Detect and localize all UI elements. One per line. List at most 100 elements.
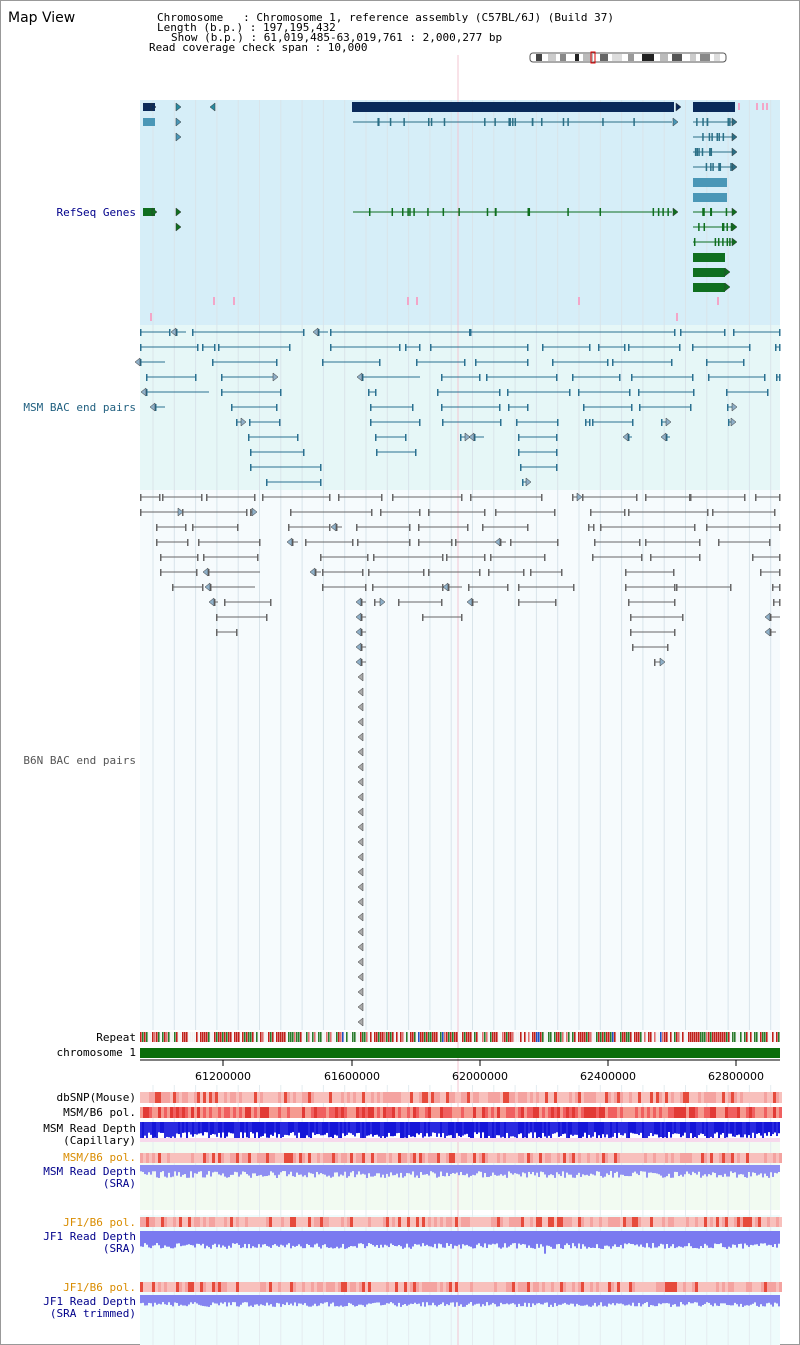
jf1-b6-pol-mark bbox=[422, 1217, 425, 1227]
label-msm-b6-pol[interactable]: MSM/B6 pol. bbox=[63, 1106, 136, 1119]
msm-b6-pol2-mark bbox=[767, 1153, 770, 1163]
msm-b6-pol2-mark bbox=[605, 1153, 608, 1163]
msm-b6-pol2-mark bbox=[203, 1153, 206, 1163]
msm-b6-pol2-mark bbox=[611, 1153, 614, 1163]
jf1-b6-pol-mark bbox=[347, 1217, 350, 1227]
jf1-b6-pol-mark bbox=[278, 1217, 281, 1227]
jf1-depth-sra-bar bbox=[432, 1231, 434, 1248]
msm-depth-cap-bar bbox=[604, 1122, 606, 1138]
dbsnp-mark bbox=[149, 1092, 152, 1103]
jf1-depth-sra-bar bbox=[658, 1231, 660, 1247]
label-msm-depth-sra[interactable]: MSM Read Depth (SRA) bbox=[0, 1166, 136, 1190]
msm-b6-pol2-mark bbox=[224, 1153, 227, 1163]
jf1-b6-pol2-mark bbox=[719, 1282, 722, 1292]
label-dbsnp[interactable]: dbSNP(Mouse) bbox=[56, 1091, 136, 1104]
jf1-depth-sra-bar bbox=[352, 1231, 354, 1247]
jf1-depth-trim-bar bbox=[150, 1295, 152, 1304]
jf1-b6-pol2-mark bbox=[410, 1282, 413, 1292]
msm-b6-pol2-mark bbox=[245, 1153, 248, 1163]
b6n-bac-end bbox=[160, 569, 162, 576]
msm-b6-pol-mark bbox=[344, 1107, 347, 1118]
jf1-depth-sra-bar bbox=[494, 1231, 496, 1245]
msm-depth-cap-bar bbox=[250, 1122, 252, 1133]
repeat-mark bbox=[572, 1032, 574, 1042]
label-refseq-genes[interactable]: RefSeq Genes bbox=[56, 206, 136, 219]
label-jf1-b6-pol-2[interactable]: JF1/B6 pol. bbox=[63, 1281, 136, 1294]
dbsnp-mark bbox=[470, 1092, 473, 1103]
msm-depth-cap-bar bbox=[394, 1122, 396, 1136]
jf1-depth-trim-bar bbox=[448, 1295, 450, 1306]
jf1-b6-pol2-mark bbox=[161, 1282, 164, 1292]
msm-depth-sra-bar bbox=[228, 1165, 230, 1178]
jf1-b6-pol-mark bbox=[185, 1217, 188, 1227]
jf1-b6-pol-mark bbox=[323, 1217, 326, 1227]
jf1-depth-sra-bar bbox=[362, 1231, 364, 1245]
b6n-bac-end bbox=[372, 584, 374, 591]
jf1-depth-trim-bar bbox=[358, 1295, 360, 1305]
msm-b6-pol-mark bbox=[584, 1107, 587, 1118]
msm-b6-pol2-mark bbox=[527, 1153, 530, 1163]
jf1-b6-pol-mark bbox=[476, 1217, 479, 1227]
label-jf1-depth-trim[interactable]: JF1 Read Depth (SRA trimmed) bbox=[0, 1296, 136, 1320]
msm-bac-end bbox=[631, 404, 633, 411]
label-chromosome[interactable]: chromosome 1 bbox=[56, 1046, 136, 1059]
label-msm-bac[interactable]: MSM BAC end pairs bbox=[23, 401, 136, 414]
b6n-bac-arrow-icon bbox=[659, 657, 666, 667]
msm-b6-pol-mark bbox=[203, 1107, 206, 1118]
msm-b6-pol2-mark bbox=[353, 1153, 356, 1163]
msm-bac-end bbox=[169, 329, 171, 336]
jf1-depth-sra-bar bbox=[684, 1231, 686, 1247]
dbsnp-mark bbox=[197, 1092, 200, 1103]
b6n-bac-end bbox=[162, 494, 164, 501]
msm-bac-end bbox=[276, 404, 278, 411]
axis-tick-label: 62800000 bbox=[708, 1070, 764, 1083]
jf1-depth-sra-bar bbox=[526, 1231, 528, 1248]
gene-arrow-icon bbox=[731, 207, 738, 217]
jf1-depth-sra-bar bbox=[254, 1231, 256, 1248]
repeat-mark bbox=[654, 1032, 656, 1042]
jf1-depth-trim-bar bbox=[248, 1295, 250, 1307]
b6n-bac-end bbox=[625, 569, 627, 576]
msm-depth-sra-bar bbox=[666, 1165, 668, 1177]
label-msm-b6-pol-2[interactable]: MSM/B6 pol. bbox=[63, 1151, 136, 1164]
msm-depth-sra-bar bbox=[648, 1165, 650, 1173]
msm-b6-pol-mark bbox=[560, 1107, 563, 1118]
msm-depth-sra-bar bbox=[312, 1165, 314, 1174]
dbsnp-mark bbox=[581, 1092, 584, 1103]
jf1-b6-pol-mark bbox=[341, 1217, 344, 1227]
msm-depth-sra-bar bbox=[278, 1165, 280, 1175]
msm-b6-pol2-mark bbox=[539, 1153, 542, 1163]
jf1-depth-trim-bar bbox=[678, 1295, 680, 1307]
msm-depth-cap-bar bbox=[362, 1122, 364, 1139]
label-msm-depth-cap[interactable]: MSM Read Depth (Capillary) bbox=[0, 1123, 136, 1147]
msm-b6-pol2-mark bbox=[497, 1153, 500, 1163]
msm-b6-pol2-mark bbox=[653, 1153, 656, 1163]
msm-bac-end bbox=[399, 344, 401, 351]
jf1-depth-trim-bar bbox=[728, 1295, 730, 1306]
label-b6n-bac[interactable]: B6N BAC end pairs bbox=[23, 754, 136, 767]
dbsnp-mark bbox=[431, 1092, 434, 1103]
jf1-depth-sra-bar bbox=[178, 1231, 180, 1244]
repeat-mark bbox=[222, 1032, 224, 1042]
msm-b6-pol-mark bbox=[527, 1107, 530, 1118]
jf1-b6-pol-mark bbox=[356, 1217, 359, 1227]
label-repeat[interactable]: Repeat bbox=[96, 1031, 136, 1044]
jf1-b6-pol2-mark bbox=[740, 1282, 743, 1292]
jf1-depth-trim-bar bbox=[142, 1295, 144, 1303]
msm-b6-pol-mark bbox=[617, 1107, 620, 1118]
msm-bac-end bbox=[322, 359, 324, 366]
jf1-depth-sra-bar bbox=[764, 1231, 766, 1244]
msm-depth-sra-bar bbox=[240, 1165, 242, 1175]
msm-depth-cap-bar bbox=[566, 1122, 568, 1139]
jf1-depth-trim-bar bbox=[694, 1295, 696, 1303]
msm-b6-pol2-mark bbox=[146, 1153, 149, 1163]
label-jf1-depth-sra[interactable]: JF1 Read Depth (SRA) bbox=[0, 1231, 136, 1255]
msm-depth-cap-bar bbox=[218, 1122, 220, 1133]
msm-depth-sra-bar bbox=[602, 1165, 604, 1178]
msm-depth-sra-bar bbox=[324, 1165, 326, 1175]
jf1-depth-trim-bar bbox=[638, 1295, 640, 1303]
label-jf1-b6-pol[interactable]: JF1/B6 pol. bbox=[63, 1216, 136, 1229]
jf1-b6-pol-mark bbox=[401, 1217, 404, 1227]
dbsnp-mark bbox=[752, 1092, 755, 1103]
